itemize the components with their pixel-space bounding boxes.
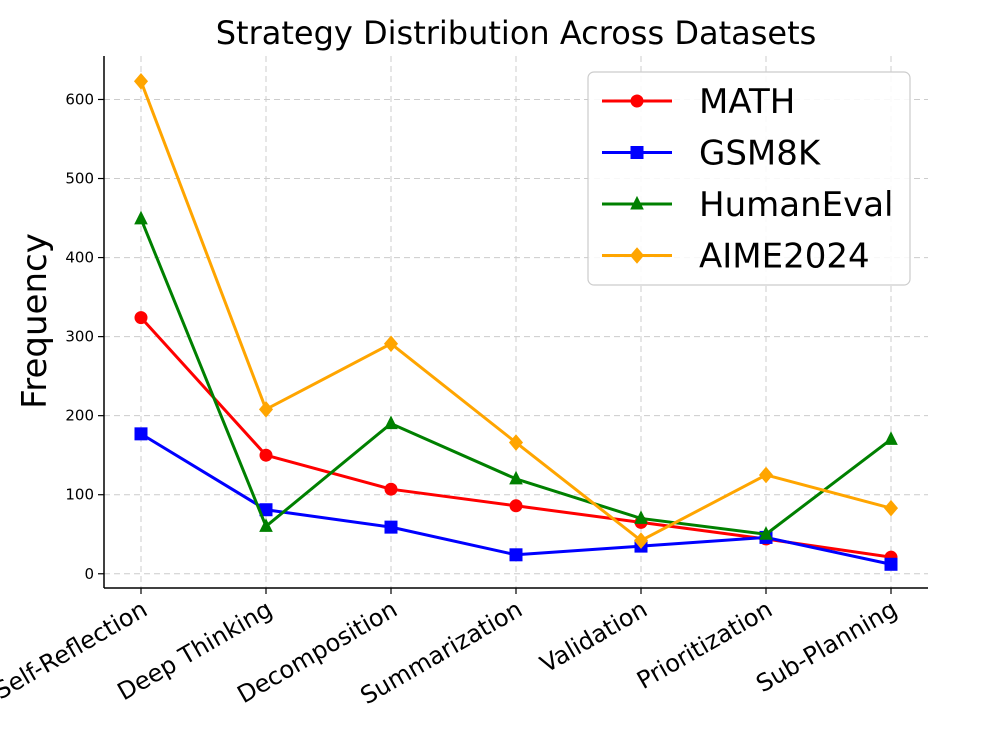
legend-item-aime2024[interactable]: AIME2024 (602, 237, 870, 277)
data-point-gsm8k (134, 427, 148, 441)
legend-item-gsm8k[interactable]: GSM8K (602, 134, 822, 174)
data-point-humaneval (634, 510, 648, 524)
y-tick-label: 0 (84, 565, 94, 583)
legend-label: AIME2024 (699, 237, 870, 277)
y-tick-label: 500 (65, 170, 94, 188)
data-point-math (259, 448, 273, 462)
data-point-aime2024 (758, 466, 774, 484)
legend-label: GSM8K (699, 134, 822, 174)
data-point-humaneval (759, 526, 773, 540)
data-point-gsm8k (884, 557, 898, 571)
y-tick-label: 600 (65, 90, 94, 108)
legend-label: HumanEval (699, 185, 894, 225)
legend-label: MATH (699, 82, 795, 122)
x-tick-label: Validation (535, 595, 652, 679)
data-point-math (509, 499, 523, 513)
legend-item-humaneval[interactable]: HumanEval (602, 185, 894, 225)
grid (104, 56, 928, 588)
data-point-aime2024 (258, 401, 274, 418)
legend-marker (630, 146, 644, 159)
y-tick-label: 300 (65, 328, 94, 346)
series-layer (133, 73, 899, 571)
y-tick-label: 100 (65, 486, 94, 504)
data-point-humaneval (384, 415, 398, 430)
series-humaneval (134, 210, 898, 540)
data-point-humaneval (259, 518, 273, 532)
data-point-gsm8k (384, 520, 398, 534)
legend-marker (630, 195, 644, 210)
y-tick-label: 200 (65, 407, 94, 425)
data-point-aime2024 (633, 532, 649, 549)
data-point-math (134, 311, 148, 325)
data-point-aime2024 (883, 499, 899, 517)
legend-box (587, 71, 911, 286)
series-aime2024 (133, 73, 899, 549)
data-point-humaneval (884, 431, 898, 445)
data-point-aime2024 (383, 335, 399, 353)
y-axis-label: Frequency (15, 233, 55, 409)
legend[interactable]: MATH GSM8K HumanEval AIME2024 (587, 71, 911, 286)
data-point-aime2024 (508, 434, 524, 451)
chart-title: Strategy Distribution Across Datasets (216, 14, 817, 52)
data-point-gsm8k (509, 548, 523, 562)
legend-marker (629, 247, 645, 264)
x-tick-label: Sub-Planning (751, 595, 902, 698)
data-point-humaneval (509, 470, 523, 485)
data-point-math (384, 482, 398, 496)
data-point-aime2024 (133, 73, 149, 90)
y-tick-label: 400 (65, 249, 94, 267)
legend-marker (630, 94, 644, 108)
legend-item-math[interactable]: MATH (602, 82, 795, 122)
data-point-humaneval (134, 210, 148, 225)
